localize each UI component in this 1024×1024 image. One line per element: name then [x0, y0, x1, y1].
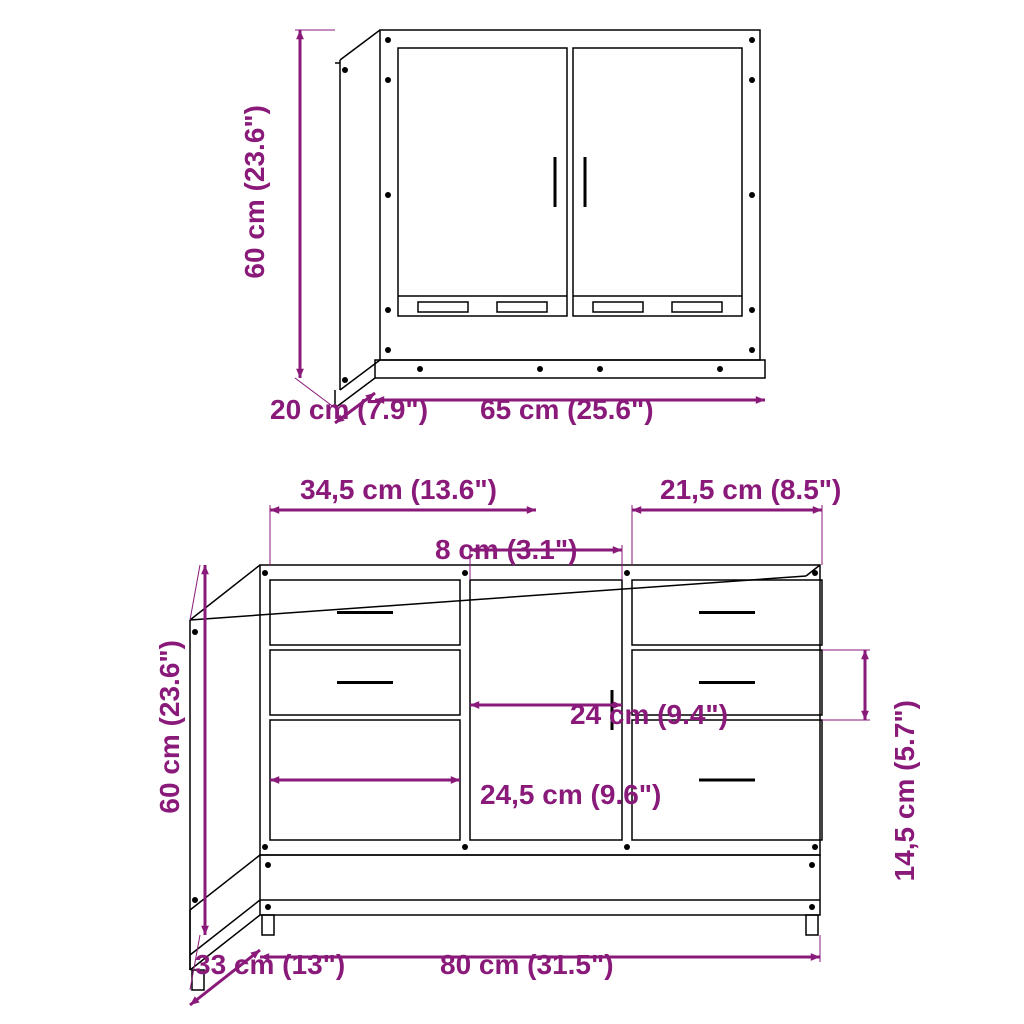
upper-width-label: 65 cm (25.6")	[480, 395, 654, 426]
upper-depth-label: 20 cm (7.9")	[270, 395, 428, 426]
lower-top-left-label: 34,5 cm (13.6")	[300, 475, 497, 506]
lower-height-label: 60 cm (23.6")	[155, 640, 186, 814]
upper-height-label: 60 cm (23.6")	[240, 105, 271, 279]
lower-width-label: 80 cm (31.5")	[440, 950, 614, 981]
lower-door-width-label: 24 cm (9.4")	[570, 700, 728, 731]
lower-depth-label: 33 cm (13")	[195, 950, 345, 981]
diagram-canvas	[0, 0, 1024, 1024]
lower-drawer-height-label: 14,5 cm (5.7")	[890, 700, 921, 881]
lower-drawer-width-label: 24,5 cm (9.6")	[480, 780, 661, 811]
lower-top-right-label: 21,5 cm (8.5")	[660, 475, 841, 506]
lower-mid-width-label: 8 cm (3.1")	[435, 535, 577, 566]
